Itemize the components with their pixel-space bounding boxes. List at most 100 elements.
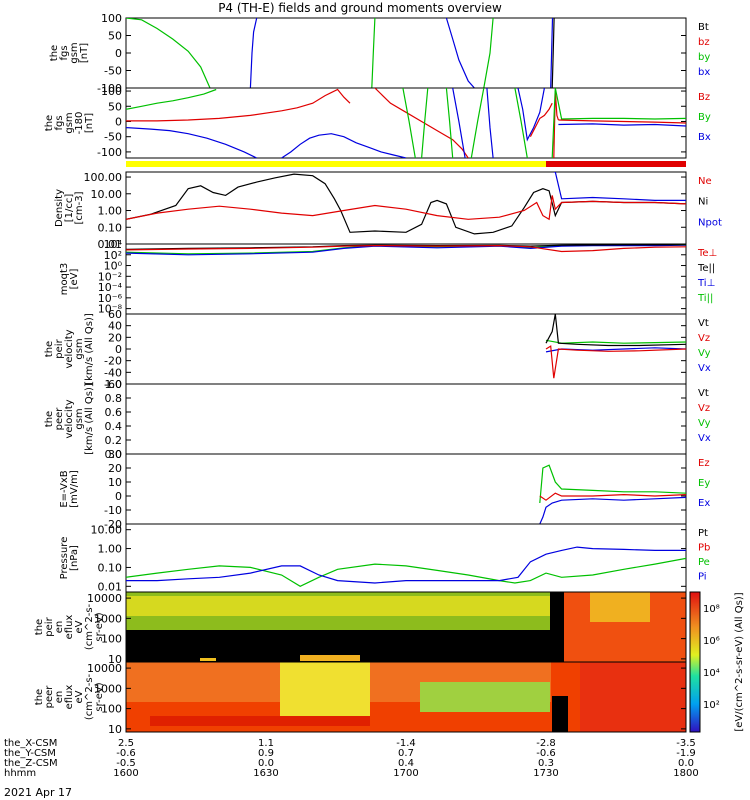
y-tick-label: 10⁻⁴: [98, 281, 123, 294]
legend-entry: Vz: [698, 333, 710, 344]
colorbar-tick-label: 10⁶: [703, 636, 720, 647]
y-tick-label: 20: [108, 331, 122, 344]
y-axis-label: peer: [44, 685, 55, 709]
colorbar-tick-label: 10²: [703, 700, 720, 711]
y-tick-label: 1.0: [105, 378, 123, 391]
y-axis-label: peir: [44, 616, 55, 636]
legend-entry: Vy: [698, 418, 711, 429]
legend-entry: Vz: [698, 403, 710, 414]
y-tick-label: 1.00: [98, 205, 123, 218]
legend-entry: Bz: [698, 92, 710, 103]
series-line-Npot: [553, 172, 686, 201]
x-axis-row-label: the_X-CSM: [4, 738, 57, 749]
spectrogram-feature: [200, 658, 216, 661]
y-axis-label: sr-eV): [94, 682, 105, 711]
x-axis-value: -3.5: [676, 738, 696, 749]
y-axis-label: eflux: [64, 615, 75, 640]
y-tick-label: -50: [104, 131, 122, 144]
y-axis-label: eflux: [64, 685, 75, 710]
series-line-Bx: [126, 127, 257, 158]
panel-frame: [125, 661, 687, 733]
y-tick-label: 10.00: [91, 188, 123, 201]
series-line-Bx: [452, 88, 466, 158]
y-tick-label: 0.10: [98, 221, 123, 234]
y-axis-label: the: [34, 619, 45, 635]
y-tick-label: 1.00: [98, 543, 123, 556]
y-tick-label: -20: [104, 355, 122, 368]
x-axis-row-label: hhmm: [4, 768, 36, 779]
spectrogram-band-orange: [590, 592, 650, 622]
y-tick-label: 100: [101, 703, 122, 716]
series-line-Ti⊥: [126, 244, 686, 256]
y-axis-label: gsm: [74, 338, 85, 359]
series-line-By: [551, 88, 686, 158]
y-tick-label: 0.8: [105, 392, 123, 405]
y-tick-label: 10²: [104, 249, 122, 262]
series-line-Ez: [539, 492, 686, 501]
x-axis-value: 1.1: [258, 738, 274, 749]
y-tick-label: 40: [108, 320, 122, 333]
series-line-by: [126, 18, 211, 88]
series-line-Ex: [539, 496, 686, 524]
x-axis-value: -2.8: [536, 738, 556, 749]
y-tick-label: -10: [104, 504, 122, 517]
x-axis-labels: the_X-CSM 2.5 1.1 -1.4 -2.8 -3.5 the_Y-CSM -0.6…: [4, 738, 699, 779]
legend-entry: Ti||: [697, 293, 713, 304]
y-tick-label: 50: [108, 30, 122, 43]
spectrogram-band-red: [150, 716, 370, 726]
x-axis-value: 1630: [253, 768, 278, 779]
y-tick-label: 1000: [94, 682, 122, 695]
y-tick-label: 0.2: [105, 434, 123, 447]
y-axis-label: [km/s (All Qs)]: [84, 383, 95, 455]
spectrogram-gap: [552, 696, 568, 732]
series-line-Pi: [126, 546, 686, 584]
series-line-Vy: [545, 339, 686, 344]
panel-frame: [125, 523, 687, 593]
y-tick-label: 30: [108, 448, 122, 461]
series-line-By: [402, 88, 416, 158]
y-axis-label: [mV/m]: [69, 470, 80, 508]
y-axis-label: velocity: [64, 329, 75, 368]
y-axis-label: [nPa]: [69, 545, 80, 571]
series-line-Bz: [374, 88, 469, 158]
y-tick-label: 10: [108, 653, 122, 666]
x-axis-row-label: the_Y-CSM: [4, 748, 56, 759]
y-tick-label: 0.6: [105, 406, 123, 419]
x-axis-value: 1600: [113, 768, 138, 779]
legend-entry: Pt: [698, 528, 708, 539]
y-tick-label: 20: [108, 462, 122, 475]
legend-entry: Ex: [698, 498, 710, 509]
y-tick-label: 0.0: [105, 448, 123, 461]
panel-frame: [125, 87, 687, 159]
y-tick-label: 10: [108, 723, 122, 736]
x-axis-value: 0.7: [398, 748, 414, 759]
y-axis-label: gsm: [74, 408, 85, 429]
y-tick-label: -100: [97, 146, 122, 159]
colorbar-tick-label: 10⁸: [703, 604, 720, 615]
y-tick-label: 0.10: [98, 561, 123, 574]
spectrogram-band-green: [420, 682, 550, 712]
y-axis-label: fgs: [54, 115, 65, 130]
series-line-By: [421, 88, 429, 158]
series-line-Bx: [281, 133, 407, 158]
y-tick-label: 0.01: [98, 238, 123, 251]
x-axis-value: 0.4: [398, 758, 414, 769]
x-axis-value: -0.6: [116, 748, 136, 759]
x-axis-value: -0.5: [116, 758, 136, 769]
series-line-Vt: [545, 314, 686, 347]
panel-fgs-gsm: 100 50 0 -50 -100 the fgs gsm [nT] Bt bz by bx: [49, 12, 710, 95]
panel-density: 100.00 10.00 1.00 0.10 0.01 Density [1/cc] [cm-…: [54, 171, 722, 251]
y-axis-label: velocity: [64, 399, 75, 438]
legend-entry: Ey: [698, 478, 710, 489]
y-tick-label: 0.4: [105, 420, 123, 433]
legend-entry: by: [698, 52, 710, 63]
y-tick-label: 10⁻⁸: [98, 303, 123, 316]
y-axis-label: en: [54, 621, 65, 634]
y-tick-label: 100: [101, 633, 122, 646]
panel-pressure: 10.00 1.00 0.10 0.01 Pressure [nPa] Pt Pb Pe Pi: [59, 523, 710, 593]
legend-entry: By: [698, 112, 711, 123]
series-line-Bt: [551, 18, 555, 88]
y-tick-label: 0: [115, 343, 122, 356]
mode-bar-slow: [126, 161, 546, 167]
